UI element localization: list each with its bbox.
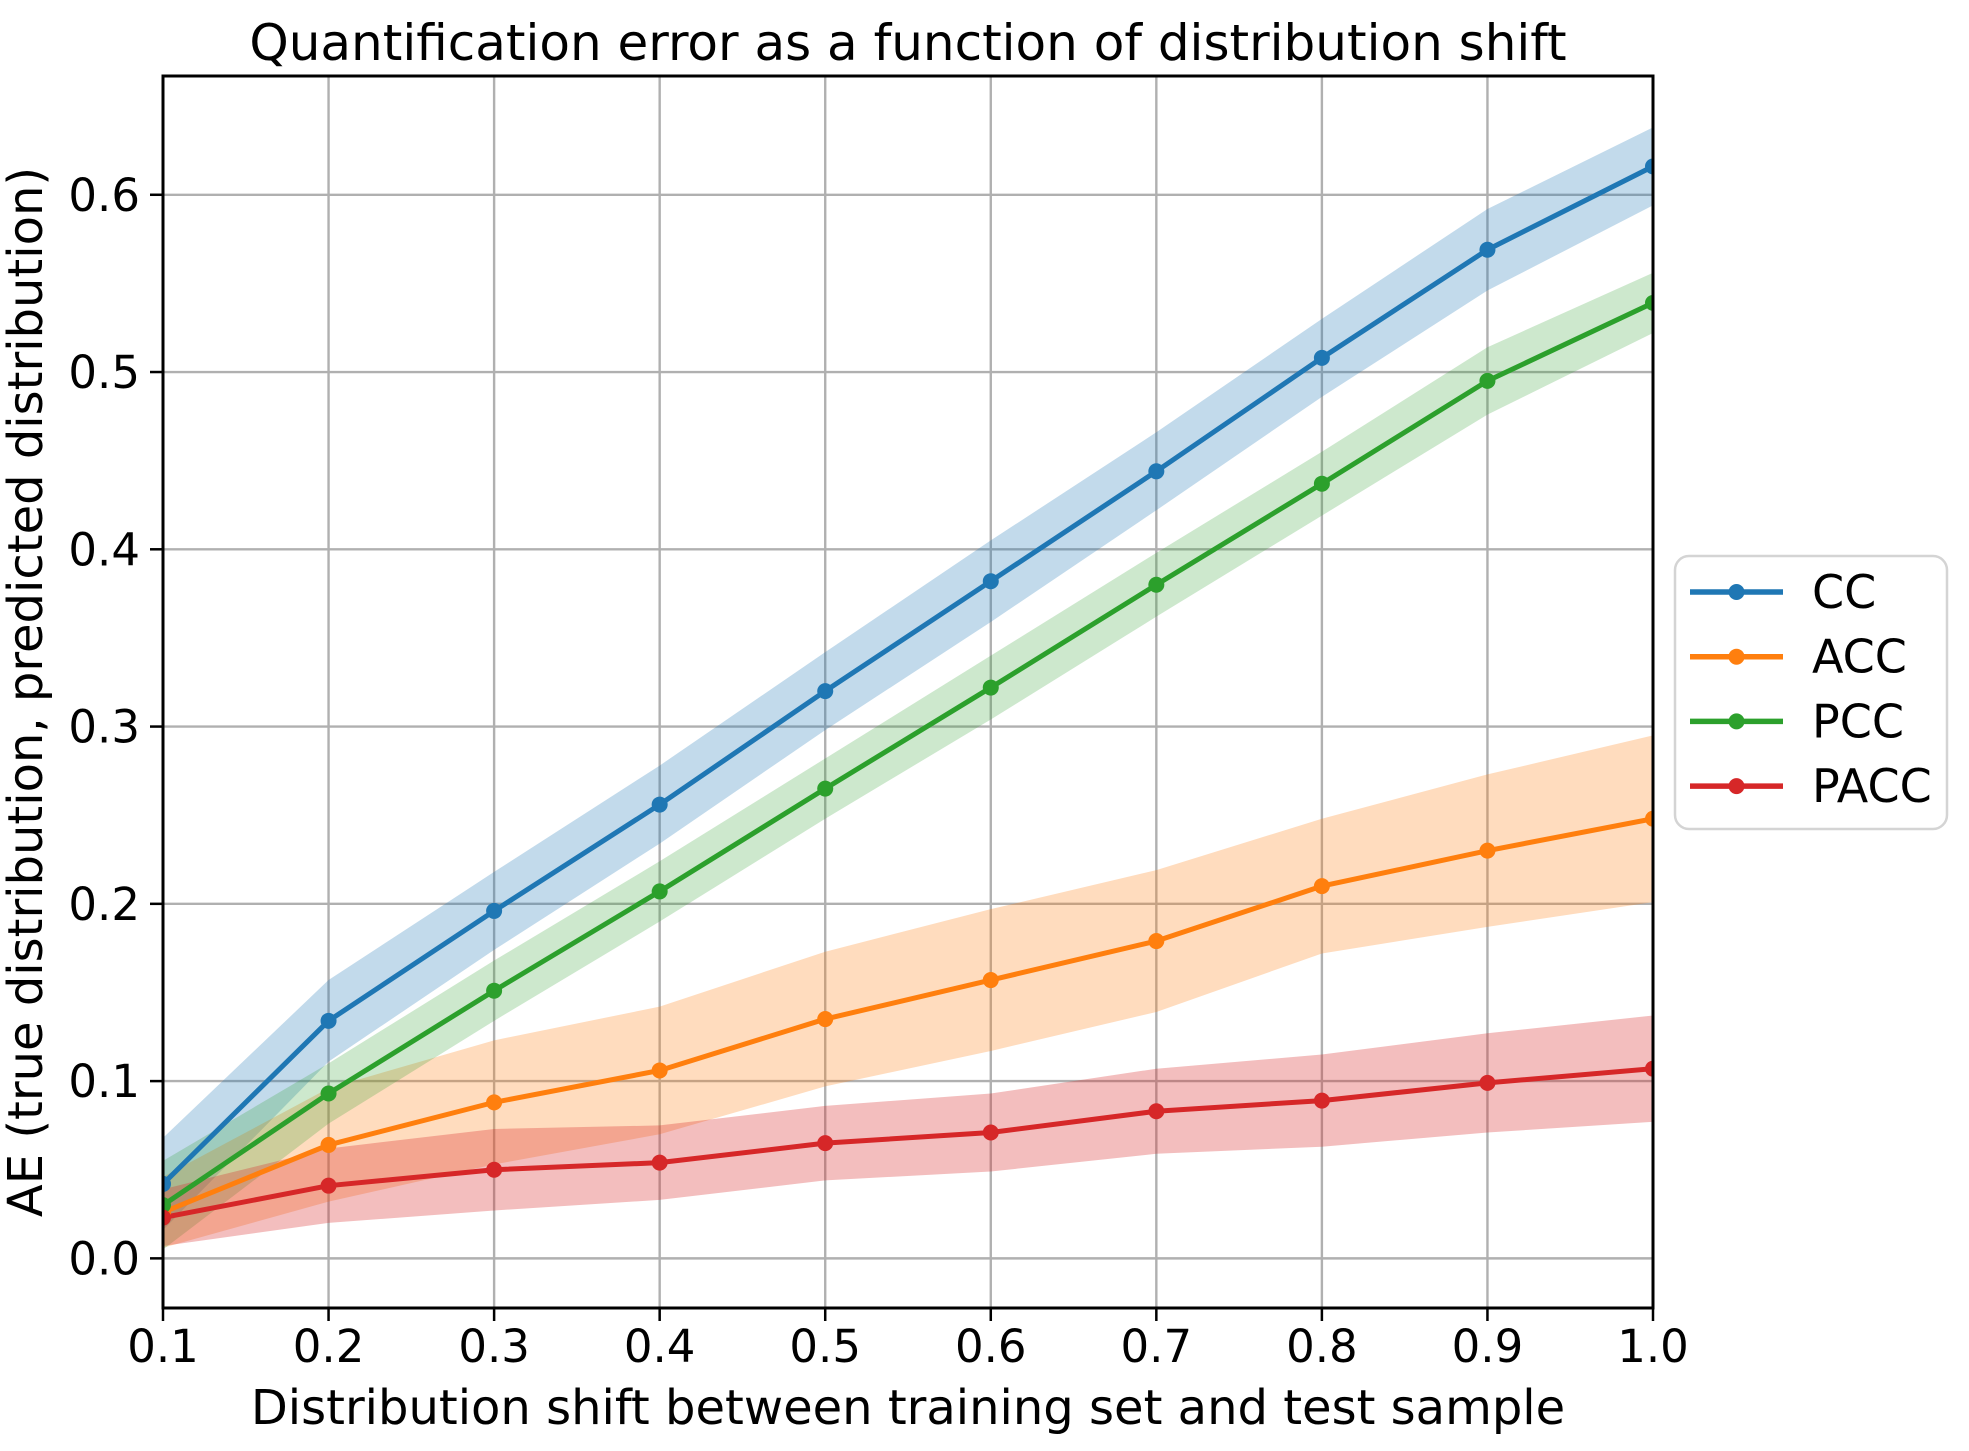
marker-pcc [1479, 372, 1496, 389]
marker-cc [817, 683, 834, 700]
marker-pcc [982, 679, 999, 696]
marker-acc [817, 1011, 834, 1028]
series-line-acc [163, 816, 1653, 1215]
marker-pcc [1645, 294, 1653, 311]
legend-marker-cc [1728, 584, 1745, 600]
plot-border [161, 74, 1655, 1310]
marker-pacc [320, 1177, 337, 1194]
marker-pacc [982, 1124, 999, 1141]
marker-pcc [1313, 475, 1330, 492]
y-tick-label: 0.3 [68, 701, 140, 754]
x-tick-label: 0.5 [789, 1320, 861, 1373]
marker-acc [1148, 933, 1165, 950]
legend-box [1673, 554, 1949, 831]
chart-title: Quantification error as a function of di… [249, 14, 1566, 72]
x-tick-label: 0.1 [127, 1320, 199, 1373]
y-tick-label: 0.0 [68, 1232, 140, 1285]
marker-acc [320, 1136, 337, 1153]
y-tick-label: 0.2 [68, 878, 140, 931]
x-tick-label: 0.3 [458, 1320, 530, 1373]
marker-pcc [651, 883, 668, 900]
confidence-bands [163, 127, 1653, 1250]
marker-cc [982, 573, 999, 590]
marker-pcc [486, 982, 503, 999]
marker-pcc [817, 780, 834, 797]
x-tick-label: 1.0 [1617, 1320, 1689, 1373]
x-tick-label: 0.7 [1121, 1320, 1193, 1373]
marker-cc [163, 1175, 171, 1192]
marker-pacc [163, 1209, 171, 1226]
x-axis-label: Distribution shift between training set … [251, 1380, 1565, 1436]
marker-acc [982, 972, 999, 989]
marker-acc [486, 1094, 503, 1111]
axis-tick-labels: 0.1 0.2 0.3 0.4 0.5 0.6 0.7 0.8 0.9 1.0 0.0 0.1 0.2 0… [68, 169, 1688, 1373]
marker-pcc [1148, 576, 1165, 593]
legend-marker-acc [1728, 648, 1745, 665]
marker-cc [1645, 158, 1653, 175]
legend-label-pcc: PCC [1812, 694, 1904, 748]
marker-cc [1479, 241, 1496, 258]
legend-label-pacc: PACC [1812, 759, 1932, 813]
legend-marker-pcc [1728, 713, 1745, 730]
marker-cc [651, 796, 668, 813]
legend-marker-pacc [1728, 778, 1745, 795]
y-tick-label: 0.4 [68, 523, 140, 576]
marker-acc [651, 1062, 668, 1079]
band-cc [163, 127, 1653, 1231]
marker-pcc [163, 1197, 171, 1214]
marker-acc [1479, 842, 1496, 859]
marker-pacc [651, 1154, 668, 1171]
band-pcc [163, 272, 1653, 1250]
y-tick-label: 0.6 [68, 169, 140, 222]
legend: CC ACC PCC PACC [1673, 554, 1949, 831]
x-tick-label: 0.8 [1286, 1320, 1358, 1373]
series-line-pcc [163, 300, 1653, 1208]
marker-pacc [486, 1161, 503, 1178]
y-tick-label: 0.5 [68, 346, 140, 399]
marker-pacc [817, 1135, 834, 1152]
band-acc [163, 735, 1653, 1248]
legend-label-cc: CC [1812, 565, 1876, 619]
marker-acc [1313, 878, 1330, 895]
marker-pacc [1313, 1092, 1330, 1109]
marker-cc [486, 902, 503, 919]
x-tick-label: 0.9 [1452, 1320, 1524, 1373]
y-tick-label: 0.1 [68, 1055, 140, 1108]
marker-cc [1313, 349, 1330, 366]
marker-cc [320, 1012, 337, 1029]
marker-acc [1645, 810, 1653, 827]
x-tick-label: 0.6 [955, 1320, 1027, 1373]
marker-cc [1148, 463, 1165, 480]
y-axis-label: AE (true distribution, predicted distrib… [0, 167, 54, 1217]
legend-label-acc: ACC [1812, 630, 1907, 684]
x-tick-label: 0.2 [293, 1320, 365, 1373]
marker-pacc [1148, 1103, 1165, 1120]
series-lines [163, 163, 1653, 1221]
axis-ticks [150, 193, 1655, 1321]
series-line-cc [163, 163, 1653, 1187]
marker-pacc [1479, 1074, 1496, 1091]
x-tick-label: 0.4 [624, 1320, 696, 1373]
marker-pacc [1645, 1060, 1653, 1077]
band-pacc [163, 1015, 1653, 1246]
marker-pcc [320, 1085, 337, 1102]
series-markers [163, 158, 1653, 1226]
series-line-pacc [163, 1066, 1653, 1221]
